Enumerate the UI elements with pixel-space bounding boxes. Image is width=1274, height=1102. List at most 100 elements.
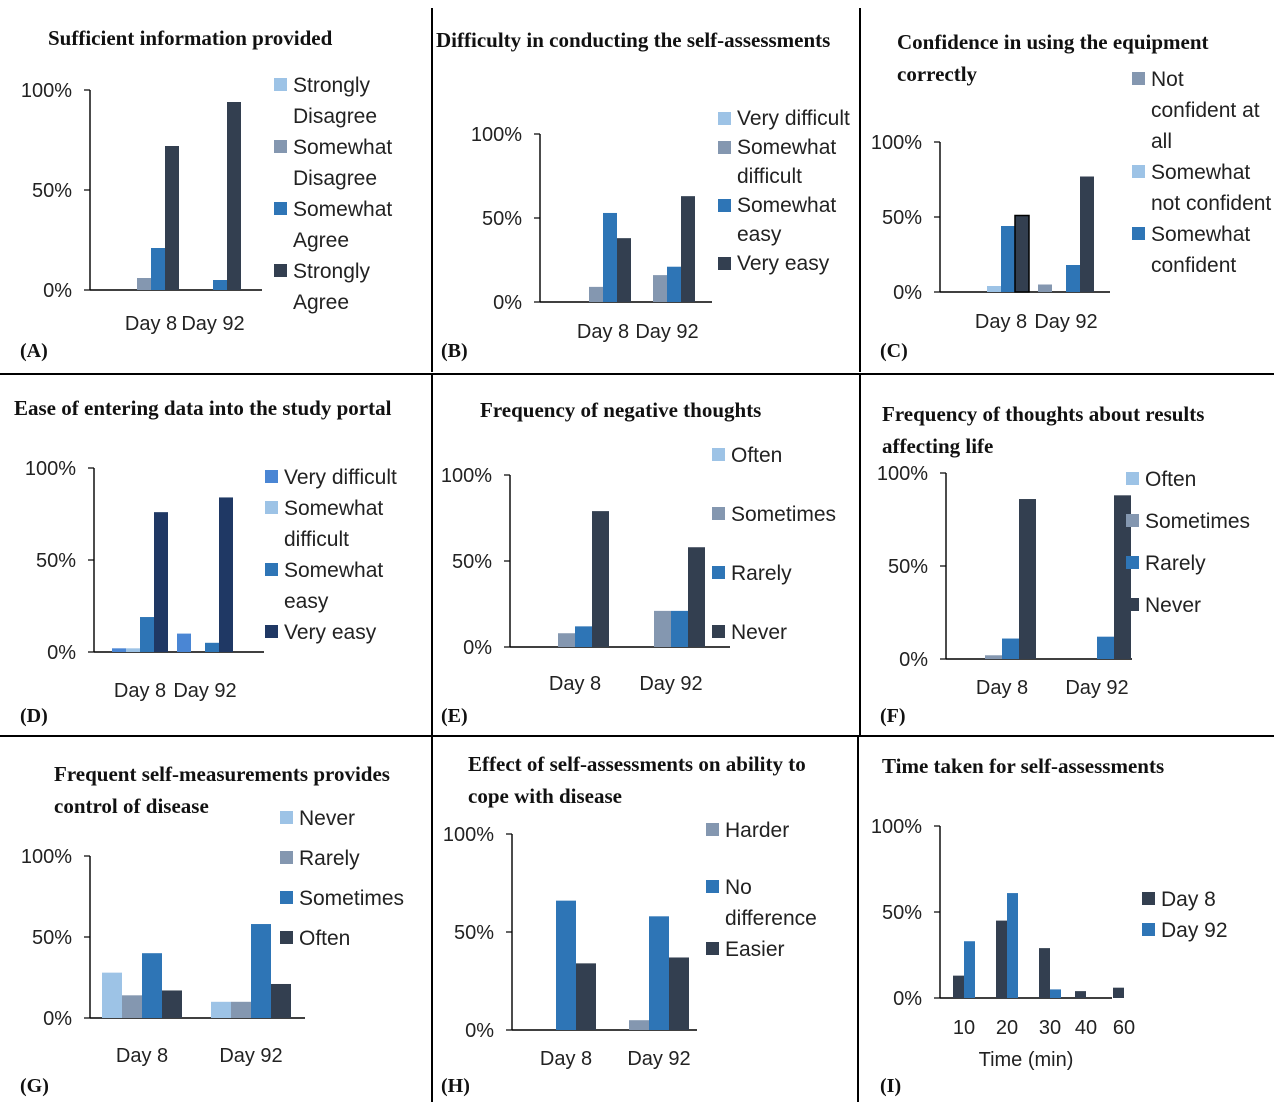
legend-swatch	[1132, 72, 1145, 85]
legend-swatch	[280, 811, 293, 824]
chart-title: Frequency of thoughts about results affe…	[882, 402, 1205, 458]
x-tick-label: Day 8	[975, 311, 1027, 333]
panel-letter: (C)	[880, 340, 908, 362]
legend-swatch	[1142, 923, 1155, 936]
y-tick-label: 50%	[32, 180, 72, 202]
chart-legend: Never Rarely Sometimes Often	[280, 803, 430, 963]
legend-label: Very easy	[737, 252, 830, 275]
bar	[667, 266, 681, 302]
legend-item: Strongly Agree	[274, 256, 424, 318]
legend-item: Sometimes	[280, 883, 430, 914]
bar	[126, 648, 140, 652]
bar	[219, 497, 233, 652]
bar	[669, 957, 689, 1030]
bar	[653, 275, 667, 302]
panel-letter: (H)	[441, 1075, 470, 1097]
x-tick-label: Day 8	[540, 1048, 592, 1070]
legend-swatch	[1126, 514, 1139, 527]
legend-label: Sometimes	[731, 503, 837, 526]
chart-title: Effect of self-assessments on ability to…	[468, 752, 806, 808]
y-tick-label: 100%	[21, 80, 72, 102]
bar	[575, 626, 592, 647]
legend-label: Often	[731, 444, 783, 467]
bar	[996, 920, 1007, 998]
legend-item: Often	[712, 440, 862, 471]
legend-swatch	[1132, 227, 1145, 240]
bar	[671, 610, 688, 647]
legend-swatch	[706, 880, 719, 893]
legend-swatch	[274, 78, 287, 91]
legend-swatch	[712, 507, 725, 520]
legend-swatch	[280, 891, 293, 904]
bar	[1014, 214, 1030, 293]
y-tick-label: 0%	[893, 988, 922, 1010]
legend-item: Easier	[706, 934, 846, 965]
x-tick-label: 20	[996, 1017, 1018, 1039]
y-tick-label: 50%	[36, 550, 76, 572]
bar	[162, 990, 182, 1018]
bar	[154, 512, 168, 652]
legend-item: Rarely	[712, 558, 862, 589]
legend-label: Often	[299, 927, 351, 950]
y-tick-label: 0%	[43, 1008, 72, 1030]
bar	[1075, 991, 1086, 998]
legend-label: Often	[1145, 468, 1197, 491]
bar	[603, 212, 617, 302]
bar	[1038, 284, 1052, 292]
chart-title: Sufficient information provided	[48, 26, 333, 50]
bar	[231, 1001, 251, 1018]
chart-title: Frequency of negative thoughts	[480, 398, 762, 422]
legend-item: Somewhat confident	[1132, 219, 1272, 281]
bar	[589, 286, 603, 302]
bar	[251, 924, 271, 1018]
legend-item: Not confident at all	[1132, 64, 1272, 157]
chart-title: Ease of entering data into the study por…	[14, 396, 392, 420]
chart-legend: Often Sometimes Rarely Never	[1126, 464, 1274, 632]
bar	[556, 900, 576, 1030]
legend-label: Rarely	[1145, 552, 1206, 575]
x-axis-label: Time (min)	[979, 1049, 1074, 1071]
bar	[165, 146, 179, 290]
legend-label: Never	[731, 621, 788, 644]
y-tick-label: 100%	[443, 824, 494, 846]
chart-legend: Not confident at all Somewhat not confide…	[1132, 64, 1272, 281]
legend-item: Often	[1126, 464, 1274, 495]
y-tick-label: 100%	[21, 846, 72, 868]
chart-legend: Harder No difference Easier	[706, 815, 846, 965]
x-tick-label: Day 92	[219, 1045, 282, 1067]
bar	[649, 916, 669, 1030]
y-tick-label: 0%	[463, 637, 492, 659]
bar	[142, 953, 162, 1018]
bar	[112, 648, 126, 652]
chart-title: Confidence in using the equipment correc…	[897, 30, 1209, 86]
legend-item: Sometimes	[712, 499, 862, 530]
x-tick-label: 60	[1113, 1017, 1135, 1039]
bar	[1113, 987, 1124, 998]
y-tick-label: 0%	[47, 642, 76, 664]
x-tick-label: 30	[1039, 1017, 1061, 1039]
chart-legend: Strongly Disagree Somewhat Disagree Somewh…	[274, 70, 424, 318]
x-tick-label: Day 92	[639, 673, 702, 695]
y-tick-label: 100%	[877, 463, 928, 485]
legend-swatch	[1126, 472, 1139, 485]
panel-letter: (F)	[880, 705, 906, 727]
y-tick-label: 50%	[888, 556, 928, 578]
bar	[654, 610, 671, 647]
legend-label: Very easy	[284, 621, 377, 644]
legend-label: Never	[1145, 594, 1202, 617]
legend-swatch	[280, 851, 293, 864]
legend-label: Somewhat easy	[737, 194, 837, 246]
legend-label: Somewhat not confident	[1151, 161, 1272, 215]
legend-label: Rarely	[299, 847, 360, 870]
x-tick-label: Day 92	[1034, 311, 1097, 333]
legend-item: Harder	[706, 815, 846, 846]
legend-item: Strongly Disagree	[274, 70, 424, 132]
y-tick-label: 100%	[25, 458, 76, 480]
legend-item: Somewhat Disagree	[274, 132, 424, 194]
legend-label: Somewhat difficult	[737, 136, 837, 188]
